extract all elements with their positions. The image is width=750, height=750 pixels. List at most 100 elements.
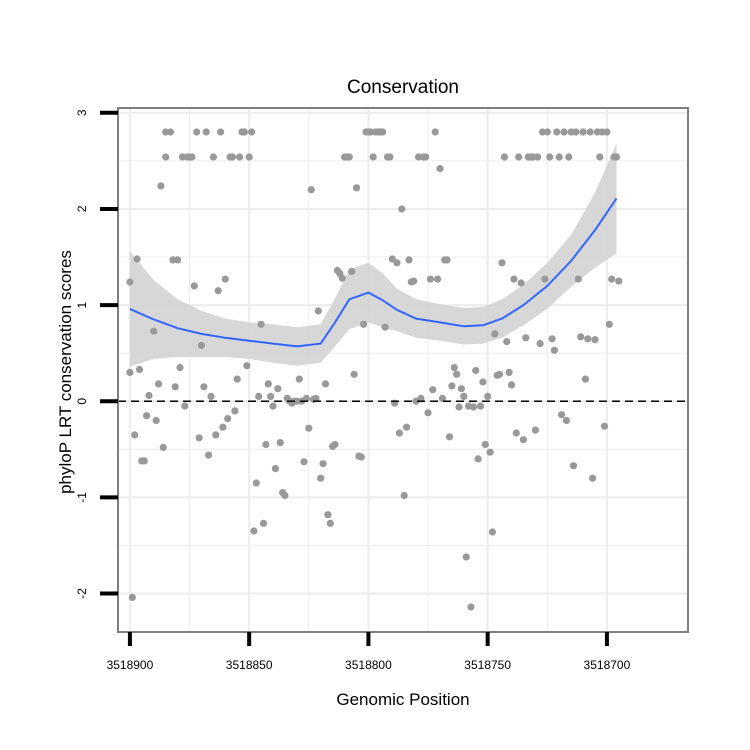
- data-point: [586, 128, 594, 136]
- data-point: [612, 153, 621, 161]
- data-point: [445, 433, 454, 441]
- data-point: [546, 153, 554, 161]
- data-point: [166, 128, 175, 136]
- data-point: [250, 527, 258, 535]
- data-point: [500, 153, 508, 161]
- data-point: [276, 439, 284, 447]
- x-tick-label: 3518750: [464, 658, 511, 672]
- data-point: [131, 431, 139, 439]
- data-point: [481, 440, 489, 449]
- data-point: [212, 431, 220, 439]
- data-point: [512, 429, 520, 437]
- data-point: [200, 383, 208, 391]
- data-point: [450, 364, 458, 372]
- data-point: [448, 382, 456, 390]
- data-point: [357, 453, 365, 461]
- data-point: [562, 416, 571, 425]
- data-point: [252, 479, 260, 487]
- data-point: [486, 448, 494, 456]
- data-point: [126, 278, 134, 286]
- data-point: [472, 366, 480, 375]
- data-point: [615, 277, 623, 285]
- data-point: [302, 394, 310, 402]
- y-tick-label: -1: [75, 492, 89, 503]
- data-point: [424, 409, 432, 417]
- data-point: [209, 153, 217, 161]
- data-point: [560, 128, 568, 136]
- data-point: [457, 385, 465, 393]
- data-point: [281, 491, 289, 500]
- data-point: [591, 336, 599, 344]
- data-point: [197, 341, 206, 350]
- y-tick-label: -2: [75, 588, 89, 599]
- data-point: [338, 274, 346, 282]
- data-point: [257, 320, 265, 328]
- data-point: [579, 128, 587, 136]
- data-point: [219, 423, 227, 431]
- data-point: [462, 553, 470, 561]
- data-point: [434, 275, 442, 283]
- data-point: [453, 370, 461, 378]
- x-tick-label: 3518700: [584, 658, 631, 672]
- data-point: [171, 383, 179, 391]
- data-point: [417, 394, 425, 402]
- data-point: [360, 320, 368, 328]
- x-axis-ticks: 3518900 3518850 3518800 3518750 3518700: [107, 632, 631, 672]
- data-point: [264, 380, 272, 388]
- y-tick-label: 1: [75, 301, 89, 308]
- data-point: [188, 153, 196, 161]
- y-axis-ticks: -2 -1 0 1 2 3: [75, 109, 118, 599]
- data-point: [214, 287, 222, 295]
- data-point: [295, 375, 303, 383]
- data-point: [519, 436, 528, 444]
- data-point: [195, 434, 203, 442]
- data-point: [400, 491, 408, 500]
- data-point: [515, 153, 523, 161]
- data-point: [491, 330, 499, 338]
- data-point: [143, 412, 151, 420]
- data-point: [174, 256, 182, 264]
- data-point: [135, 365, 144, 374]
- data-point: [429, 386, 437, 394]
- data-point: [536, 340, 544, 348]
- y-tick-label: 0: [75, 398, 89, 405]
- data-point: [517, 279, 525, 287]
- data-point: [507, 381, 516, 389]
- data-point: [574, 275, 582, 283]
- data-point: [410, 277, 418, 285]
- data-point: [589, 474, 597, 482]
- data-point: [572, 128, 580, 136]
- data-point: [324, 511, 332, 519]
- data-point: [422, 153, 430, 161]
- confidence-band: [129, 143, 617, 367]
- data-point: [193, 128, 201, 136]
- data-point: [436, 165, 444, 173]
- data-point: [605, 320, 613, 328]
- data-point: [569, 462, 578, 470]
- data-point: [154, 380, 163, 388]
- x-tick-label: 3518800: [345, 658, 392, 672]
- data-point: [162, 153, 170, 161]
- data-point: [267, 392, 275, 400]
- data-point: [152, 416, 160, 425]
- data-point: [534, 153, 542, 161]
- data-point: [484, 392, 492, 400]
- data-point: [269, 402, 277, 410]
- chart-title: Conservation: [347, 77, 459, 98]
- data-point: [157, 182, 165, 190]
- data-point: [255, 392, 263, 400]
- data-point: [348, 267, 356, 275]
- y-tick-label: 3: [75, 109, 89, 116]
- data-point: [369, 153, 377, 161]
- data-point: [205, 451, 213, 459]
- data-point: [531, 426, 540, 434]
- data-point: [231, 407, 239, 415]
- data-point: [305, 424, 313, 432]
- data-point: [128, 593, 136, 602]
- data-point: [431, 128, 439, 136]
- data-point: [202, 128, 210, 136]
- x-tick-label: 3518850: [226, 658, 273, 672]
- data-point: [307, 186, 315, 194]
- data-point: [577, 333, 585, 341]
- data-point: [379, 128, 387, 136]
